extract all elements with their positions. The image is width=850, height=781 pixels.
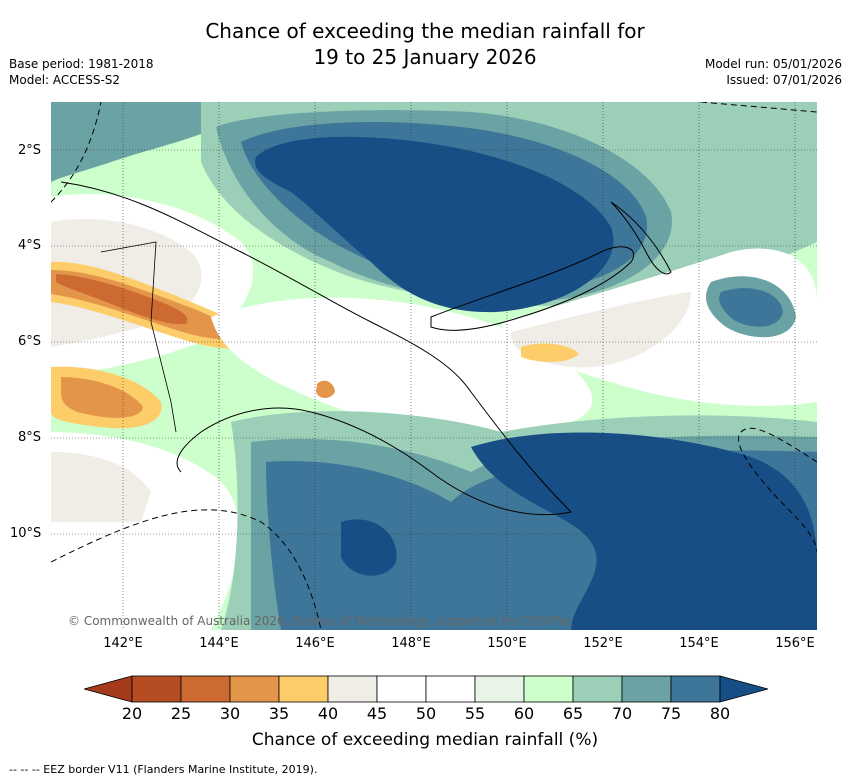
lon-label-152e: 152°E: [583, 636, 623, 651]
lat-label-10s: 10°S: [10, 526, 42, 541]
lat-label-6s: 6°S: [18, 334, 42, 349]
colorbar-tick-75: 75: [660, 704, 682, 723]
copyright-notice: © Commonwealth of Australia 2026, Bureau…: [68, 614, 574, 628]
colorbar-segment-35-40: [278, 675, 329, 703]
region-80-north: [255, 136, 614, 313]
meta-left: Base period: 1981-2018 Model: ACCESS-S2: [9, 56, 154, 88]
coastline-new-ireland: [610, 201, 672, 275]
colorbar-tick-50: 50: [415, 704, 437, 723]
region-45-southwest: [51, 452, 151, 522]
region-80-southwest: [341, 519, 397, 576]
colorbar-segment-20-25: [131, 675, 182, 703]
colorbar-tick-30: 30: [219, 704, 241, 723]
colorbar: [82, 674, 770, 704]
region-75-east: [719, 288, 783, 327]
colorbar-segment-75-80: [670, 675, 721, 703]
colorbar-segment-low-arrow: [82, 675, 133, 703]
colorbar-segment-45-50: [376, 675, 427, 703]
colorbar-tick-65: 65: [562, 704, 584, 723]
region-25-west: [56, 274, 188, 325]
base-period: Base period: 1981-2018: [9, 57, 154, 71]
colorbar-segment-50-55: [425, 675, 476, 703]
issued-date: Issued: 07/01/2026: [726, 73, 842, 87]
lon-label-146e: 146°E: [295, 636, 335, 651]
region-30-southwest: [61, 377, 143, 418]
rainfall-map[interactable]: [51, 102, 817, 630]
colorbar-segment-55-60: [474, 675, 525, 703]
colorbar-tick-20: 20: [121, 704, 143, 723]
colorbar-segment-30-35: [229, 675, 280, 703]
title-line-1: Chance of exceeding the median rainfall …: [205, 19, 645, 43]
map-gridlines: [51, 102, 817, 630]
coastline-new-guinea: [60, 181, 573, 516]
lon-label-150e: 150°E: [487, 636, 527, 651]
lon-label-144e: 144°E: [199, 636, 239, 651]
colorbar-tick-40: 40: [317, 704, 339, 723]
colorbar-segment-60-65: [523, 675, 574, 703]
colorbar-tick-45: 45: [366, 704, 388, 723]
eez-footnote: -- -- -- EEZ border V11 (Flanders Marine…: [9, 763, 318, 776]
colorbar-tick-55: 55: [464, 704, 486, 723]
colorbar-label: Chance of exceeding median rainfall (%): [251, 730, 599, 750]
model-name: Model: ACCESS-S2: [9, 73, 121, 87]
lon-label-148e: 148°E: [391, 636, 431, 651]
lat-label-4s: 4°S: [18, 238, 42, 253]
lon-label-154e: 154°E: [679, 636, 719, 651]
lat-label-8s: 8°S: [18, 430, 42, 445]
meta-right: Model run: 05/01/2026 Issued: 07/01/2026: [705, 56, 842, 88]
colorbar-tick-60: 60: [513, 704, 535, 723]
region-80-south: [471, 432, 817, 630]
region-50-central: [211, 297, 593, 432]
region-35-east: [521, 343, 579, 362]
coastline-new-britain: [430, 246, 634, 331]
region-30-central: [316, 380, 335, 398]
colorbar-tick-35: 35: [268, 704, 290, 723]
title-line-2: 19 to 25 January 2026: [313, 45, 537, 69]
colorbar-segment-40-45: [327, 675, 378, 703]
lon-label-156e: 156°E: [775, 636, 815, 651]
lat-label-2s: 2°S: [18, 143, 42, 158]
colorbar-segment-65-70: [572, 675, 623, 703]
colorbar-segment-70-75: [621, 675, 672, 703]
colorbar-tick-25: 25: [170, 704, 192, 723]
map-title: Chance of exceeding the median rainfall …: [0, 18, 850, 70]
colorbar-tick-70: 70: [611, 704, 633, 723]
colorbar-segment-25-30: [180, 675, 231, 703]
model-run: Model run: 05/01/2026: [704, 57, 842, 71]
colorbar-segment-high-arrow: [719, 675, 770, 703]
lon-label-142e: 142°E: [103, 636, 143, 651]
colorbar-tick-80: 80: [709, 704, 731, 723]
